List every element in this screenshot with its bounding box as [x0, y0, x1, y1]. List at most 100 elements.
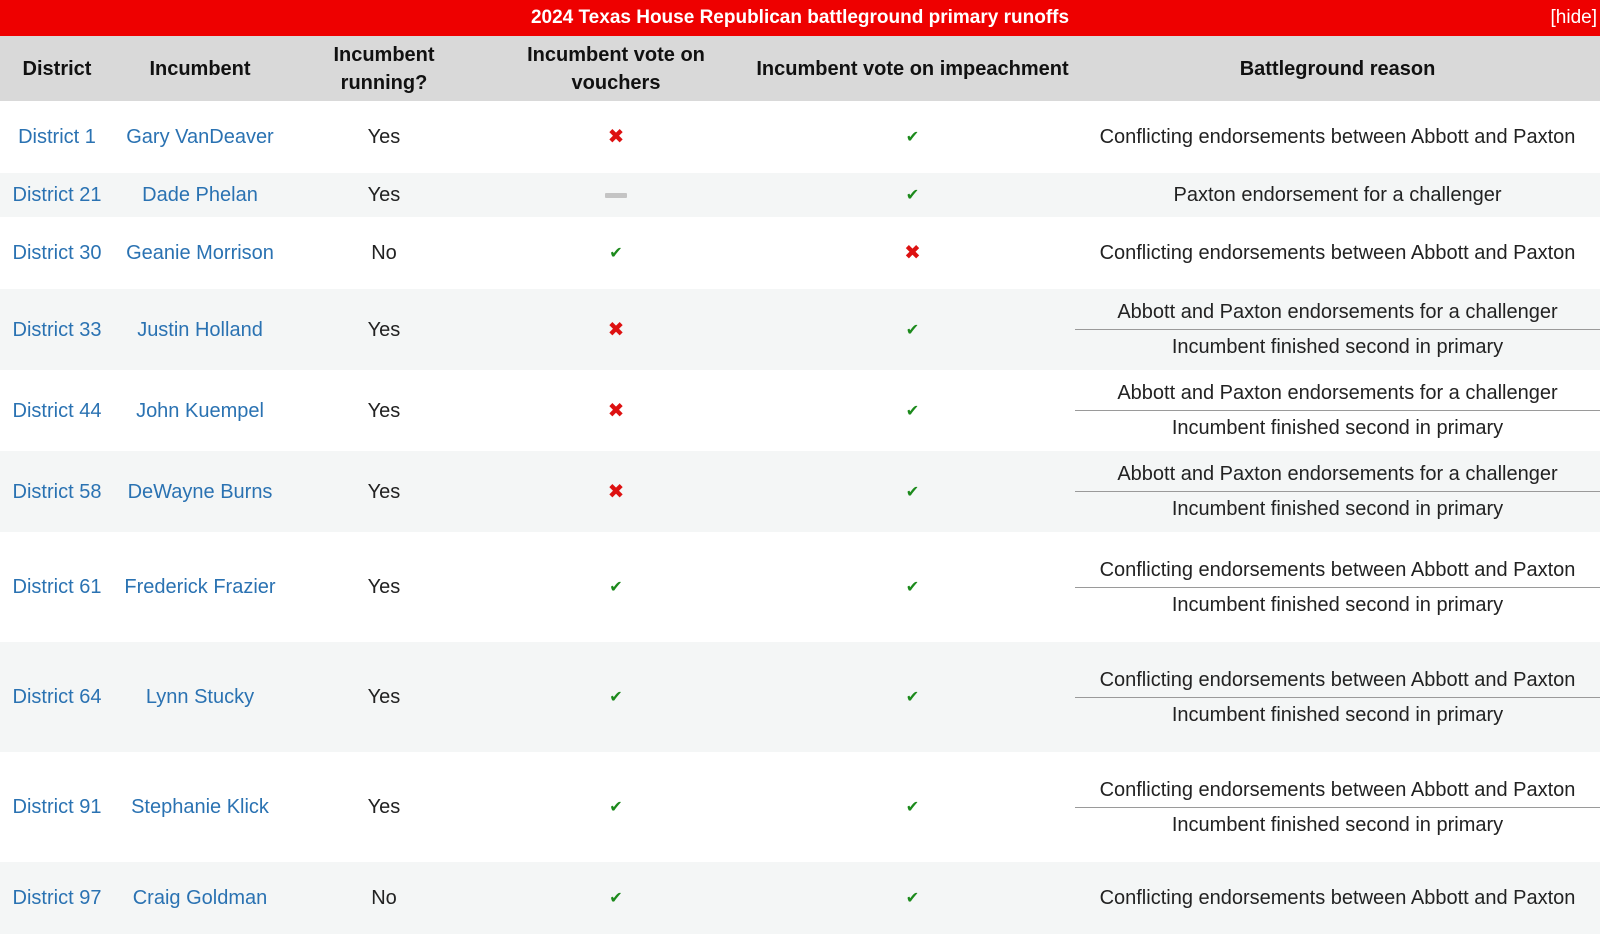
impeachment-cell: ✔ [750, 642, 1075, 752]
red-x-icon: ✖ [607, 318, 625, 341]
header-vouchers: Incumbent vote on vouchers [482, 36, 750, 101]
header-impeachment: Incumbent vote on impeachment [750, 36, 1075, 101]
running-cell: Yes [286, 289, 482, 370]
green-check-icon: ✔ [609, 799, 623, 816]
district-cell: District 1 [0, 101, 114, 173]
reason-cell: Conflicting endorsements between Abbott … [1075, 862, 1600, 934]
district-cell: District 44 [0, 370, 114, 451]
green-check-icon: ✔ [905, 321, 920, 339]
district-cell: District 30 [0, 217, 114, 289]
incumbent-link[interactable]: Justin Holland [137, 318, 263, 341]
vouchers-cell: ✖ [482, 101, 750, 173]
reason-text: Abbott and Paxton endorsements for a cha… [1075, 457, 1600, 492]
green-check-icon: ✔ [905, 799, 920, 816]
running-cell: Yes [286, 451, 482, 532]
incumbent-cell: Dade Phelan [114, 173, 286, 217]
incumbent-cell: John Kuempel [114, 370, 286, 451]
red-x-icon: ✖ [607, 126, 625, 148]
incumbent-cell: Stephanie Klick [114, 752, 286, 862]
green-check-icon: ✔ [905, 129, 920, 146]
incumbent-cell: Gary VanDeaver [114, 101, 286, 173]
red-x-icon: ✖ [607, 399, 625, 422]
incumbent-cell: Geanie Morrison [114, 217, 286, 289]
vouchers-cell: ✔ [482, 217, 750, 289]
green-check-icon: ✔ [609, 579, 623, 596]
table-row: District 1 Gary VanDeaver Yes ✖ ✔ Conflicting… [0, 101, 1600, 173]
impeachment-cell: ✖ [750, 217, 1075, 289]
reason-text: Incumbent finished second in primary [1171, 813, 1504, 836]
reason-text: Conflicting endorsements between Abbott … [1075, 553, 1600, 588]
reason-cell: Paxton endorsement for a challenger [1075, 173, 1600, 217]
running-cell: No [286, 862, 482, 934]
table-body: District 1 Gary VanDeaver Yes ✖ ✔ Conflicting… [0, 101, 1600, 934]
header-reason: Battleground reason [1075, 36, 1600, 101]
running-cell: No [371, 242, 397, 264]
reason-text: Conflicting endorsements between Abbott … [1075, 773, 1600, 808]
table-row: District 61 Frederick Frazier Yes ✔ ✔ Conflic… [0, 532, 1600, 642]
reason-text: Conflicting endorsements between Abbott … [1099, 242, 1576, 264]
table-title: 2024 Texas House Republican battleground… [530, 7, 1070, 28]
reason-text: Incumbent finished second in primary [1171, 703, 1504, 726]
incumbent-link[interactable]: John Kuempel [136, 399, 264, 422]
district-link[interactable]: District 91 [12, 796, 102, 818]
vouchers-cell: ✔ [482, 532, 750, 642]
reason-cell: Abbott and Paxton endorsements for a cha… [1075, 370, 1600, 451]
green-check-icon: ✔ [609, 245, 623, 262]
incumbent-cell: Lynn Stucky [114, 642, 286, 752]
incumbent-link[interactable]: Craig Goldman [132, 887, 268, 909]
district-link[interactable]: District 1 [18, 126, 96, 148]
incumbent-link[interactable]: Dade Phelan [142, 184, 258, 206]
incumbent-cell: Justin Holland [114, 289, 286, 370]
hide-toggle-link[interactable]: [hide] [1550, 7, 1597, 28]
table-row: District 64 Lynn Stucky Yes ✔ ✔ Conflicting e… [0, 642, 1600, 752]
district-cell: District 33 [0, 289, 114, 370]
reason-text: Incumbent finished second in primary [1171, 417, 1504, 439]
district-link[interactable]: District 30 [12, 242, 102, 264]
impeachment-cell: ✔ [750, 173, 1075, 217]
table-row: District 30 Geanie Morrison No ✔ ✖ Conflictin… [0, 217, 1600, 289]
vouchers-cell [482, 173, 750, 217]
impeachment-cell: ✔ [750, 101, 1075, 173]
vouchers-cell: ✔ [482, 752, 750, 862]
district-link[interactable]: District 97 [12, 887, 102, 909]
reason-text: Incumbent finished second in primary [1171, 336, 1504, 358]
reason-cell: Abbott and Paxton endorsements for a cha… [1075, 451, 1600, 532]
district-link[interactable]: District 64 [12, 686, 102, 708]
table-header-row: District Incumbent Incumbent running? In… [0, 36, 1600, 101]
running-cell: Yes [367, 399, 401, 422]
incumbent-link[interactable]: Lynn Stucky [145, 686, 255, 708]
green-check-icon: ✔ [905, 187, 920, 204]
running-cell: Yes [367, 796, 401, 818]
reason-cell: Conflicting endorsements between Abbott … [1075, 642, 1600, 752]
vouchers-cell: ✖ [482, 289, 750, 370]
green-check-icon: ✔ [905, 689, 920, 706]
green-check-icon: ✔ [609, 689, 623, 706]
vouchers-cell: ✖ [482, 370, 750, 451]
reason-text: Incumbent finished second in primary [1171, 593, 1504, 616]
district-link[interactable]: District 58 [12, 480, 102, 503]
table-row: District 33 Justin Holland Yes ✖ ✔ Abbott and… [0, 289, 1600, 370]
district-link[interactable]: District 61 [12, 576, 102, 598]
impeachment-cell: ✔ [750, 862, 1075, 934]
incumbent-cell: DeWayne Burns [114, 451, 286, 532]
header-running: Incumbent running? [286, 36, 482, 101]
reason-text: Conflicting endorsements between Abbott … [1075, 663, 1600, 698]
district-cell: District 61 [0, 532, 114, 642]
incumbent-link[interactable]: Stephanie Klick [131, 796, 269, 818]
incumbent-cell: Frederick Frazier [114, 532, 286, 642]
incumbent-link[interactable]: DeWayne Burns [127, 480, 273, 503]
district-link[interactable]: District 21 [12, 184, 102, 206]
green-check-icon: ✔ [905, 402, 920, 420]
red-x-icon: ✖ [904, 242, 921, 264]
green-check-icon: ✔ [609, 890, 623, 907]
incumbent-link[interactable]: Frederick Frazier [124, 576, 276, 598]
incumbent-cell: Craig Goldman [114, 862, 286, 934]
table-row: District 44 John Kuempel Yes ✖ ✔ Abbott and P… [0, 370, 1600, 451]
district-link[interactable]: District 44 [12, 399, 102, 422]
incumbent-link[interactable]: Geanie Morrison [126, 242, 274, 264]
header-incumbent: Incumbent [114, 36, 286, 101]
district-cell: District 21 [0, 173, 114, 217]
gray-dash-icon [605, 193, 627, 199]
district-link[interactable]: District 33 [12, 318, 102, 341]
incumbent-link[interactable]: Gary VanDeaver [126, 126, 274, 148]
